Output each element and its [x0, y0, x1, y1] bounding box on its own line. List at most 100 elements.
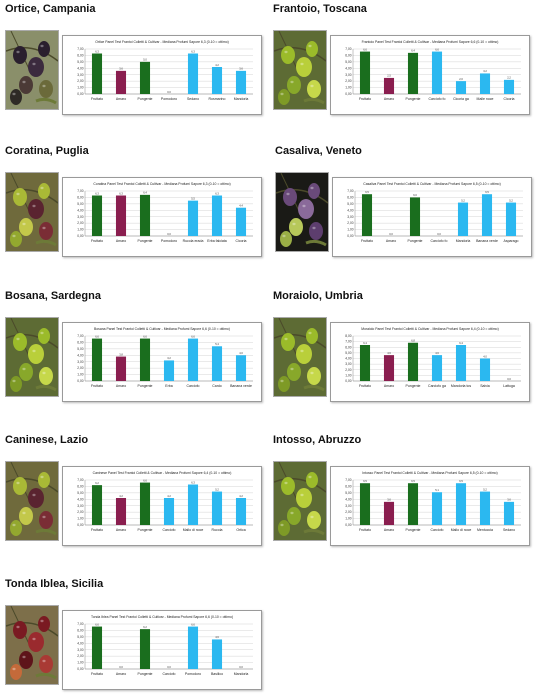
cultivar-block-coratina: Coratina, Puglia Coratina Panel Test Fra…	[2, 145, 264, 257]
bar	[235, 207, 247, 236]
y-tick-label: 3,00	[77, 360, 83, 364]
bar	[505, 202, 517, 236]
olive-highlight	[42, 226, 46, 230]
y-tick-label: 2,00	[77, 654, 83, 658]
olive-highlight	[308, 44, 312, 48]
bar-value-label: 4,6	[435, 351, 439, 355]
bar-value-label: 5,4	[215, 342, 219, 346]
x-tick-label: Pungente	[138, 239, 153, 243]
olive-leaf	[35, 672, 57, 680]
y-tick-label: 5,00	[347, 202, 353, 206]
bar	[383, 77, 395, 94]
olive-highlight	[22, 222, 26, 226]
bar-value-label: 5,2	[461, 198, 465, 202]
x-tick-label: Pomodoro	[161, 239, 177, 243]
y-tick-label: 1,00	[77, 661, 83, 665]
bar-value-label: 3,2	[167, 356, 171, 360]
olive-highlight	[42, 659, 46, 663]
bar-value-label: 3,2	[483, 69, 487, 73]
olive-fruit	[38, 472, 50, 488]
olive-fruit	[19, 507, 33, 525]
y-tick-label: 7,00	[345, 47, 351, 51]
y-tick-label: 2,00	[345, 510, 351, 514]
olive-highlight	[12, 92, 16, 96]
olive-highlight	[310, 186, 314, 190]
bar	[139, 629, 151, 669]
bar	[479, 358, 491, 381]
bar	[409, 197, 421, 236]
olive-highlight	[16, 50, 20, 54]
bar-value-label: 6,6	[143, 478, 147, 482]
cultivar-block-intosso: Intosso, Abruzzo Intosso Panel Test Fran…	[270, 434, 532, 546]
y-tick-label: 4,00	[77, 497, 83, 501]
bar-value-label: 0,0	[167, 90, 171, 94]
olive-photo	[5, 30, 59, 110]
y-tick-label: 6,00	[77, 196, 83, 200]
y-tick-label: 0,00	[77, 379, 83, 383]
bar	[359, 483, 371, 525]
x-tick-label: Pungente	[406, 97, 421, 101]
olive-fruit	[19, 76, 33, 94]
cultivar-block-bosana: Bosana, Sardegna Bosana Panel Test Frant…	[2, 290, 264, 402]
y-tick-label: 7,00	[77, 478, 83, 482]
x-tick-label: Fruttato	[359, 384, 371, 388]
y-tick-label: 0,00	[77, 234, 83, 238]
olive-highlight	[290, 367, 294, 371]
olive-photo	[5, 317, 59, 397]
x-tick-label: Rucola	[212, 528, 223, 532]
chart-title: Casaliva Panel Test Frantoi Colletti & C…	[363, 182, 500, 186]
olive-photo	[273, 461, 327, 541]
bar	[479, 73, 491, 94]
olive-leaf	[35, 97, 57, 105]
cultivar-title: Moraiolo, Umbria	[273, 290, 363, 302]
y-tick-label: 4,00	[345, 497, 351, 501]
x-tick-label: Pungente	[408, 239, 423, 243]
bar-value-label: 0,0	[437, 232, 441, 236]
bar	[211, 195, 223, 236]
olive-fruit	[19, 218, 33, 236]
cultivar-title: Ortice, Campania	[5, 3, 96, 15]
cultivar-title: Frantoio, Toscana	[273, 3, 367, 15]
y-tick-label: 4,00	[345, 66, 351, 70]
chart-title: Frantoio Panel Test Frantoi Colletti & C…	[362, 40, 499, 44]
y-tick-label: 5,00	[345, 491, 351, 495]
olive-fruit	[296, 57, 312, 77]
olive-photo	[275, 172, 329, 252]
x-tick-label: Pungente	[406, 528, 421, 532]
olive-fruit	[39, 222, 53, 240]
x-tick-label: Banana verde	[476, 239, 498, 243]
y-tick-label: 3,00	[77, 504, 83, 508]
olive-fruit	[13, 46, 27, 64]
y-tick-label: 2,00	[347, 221, 353, 225]
x-tick-label: Mandorla tos	[451, 384, 471, 388]
olive-fruit	[13, 621, 27, 639]
olive-fruit	[28, 488, 44, 508]
bar	[187, 200, 199, 236]
chart-title: Bosana Panel Test Frantoi Colletti & Cul…	[94, 327, 230, 331]
bar-value-label: 4,6	[387, 351, 391, 355]
olive-leaf	[35, 239, 57, 247]
olive-highlight	[42, 84, 46, 88]
olive-fruit	[38, 616, 50, 632]
bar-value-label: 6,4	[143, 191, 147, 195]
y-tick-label: 6,00	[347, 196, 353, 200]
bar	[235, 498, 247, 525]
olive-fruit	[19, 651, 33, 669]
bar-value-label: 6,5	[411, 479, 415, 483]
olive-highlight	[300, 62, 304, 66]
x-tick-label: Basilico	[211, 672, 223, 676]
olive-fruit	[13, 333, 27, 351]
bar	[407, 342, 419, 381]
bar-value-label: 0,0	[167, 232, 171, 236]
chart-panel: Bosana Panel Test Frantoi Colletti & Cul…	[62, 322, 262, 402]
olive-highlight	[308, 475, 312, 479]
bar-value-label: 6,6	[143, 334, 147, 338]
bar-value-label: 6,5	[485, 190, 489, 194]
x-tick-label: Fruttato	[91, 672, 103, 676]
olive-fruit	[10, 376, 22, 392]
x-tick-label: Amaro	[116, 672, 126, 676]
y-tick-label: 3,00	[77, 215, 83, 219]
olive-fruit	[38, 41, 50, 57]
olive-highlight	[12, 234, 16, 238]
olive-highlight	[280, 523, 284, 527]
